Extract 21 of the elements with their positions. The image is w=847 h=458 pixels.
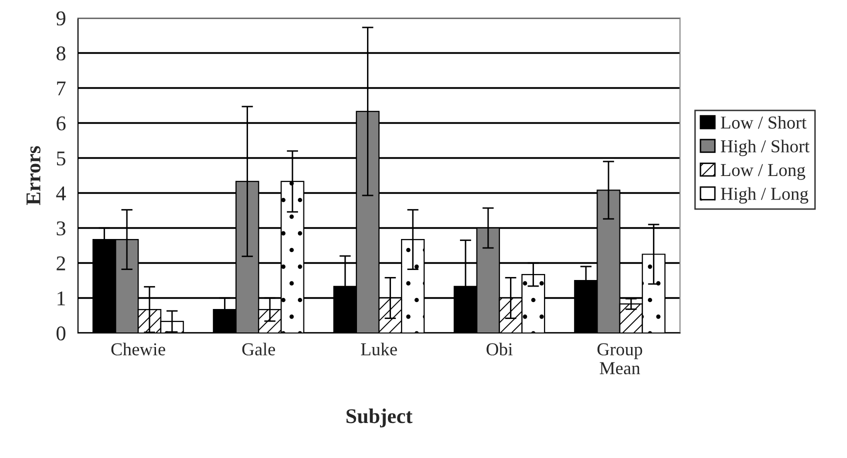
y-tick-label: 7 — [57, 82, 66, 96]
y-tick-label: 6 — [56, 116, 66, 130]
y-tick-label: 8 — [56, 46, 66, 60]
x-tick-label: Luke — [360, 342, 397, 356]
legend-label: Low / Short — [720, 116, 806, 129]
y-tick-label: 5 — [56, 152, 66, 166]
legend-label: High / Short — [720, 140, 810, 156]
y-tick-label: 1 — [58, 291, 65, 306]
x-tick-label: Obi — [486, 342, 513, 356]
y-tick-label: 3 — [56, 221, 66, 236]
y-axis-title: Errors — [26, 146, 40, 206]
x-tick-label: Chewie — [111, 342, 166, 356]
legend-label: Low / Long — [720, 164, 806, 180]
y-tick-label: 9 — [56, 11, 66, 26]
x-axis-title: Subject — [346, 408, 412, 428]
y-tick-label: 4 — [56, 186, 66, 200]
x-tick-label: Gale — [242, 342, 276, 356]
legend-label: High / Long — [720, 187, 808, 204]
y-tick-label: 0 — [56, 326, 66, 340]
x-tick-label: Group Mean — [597, 343, 642, 374]
y-tick-label: 2 — [56, 256, 66, 270]
